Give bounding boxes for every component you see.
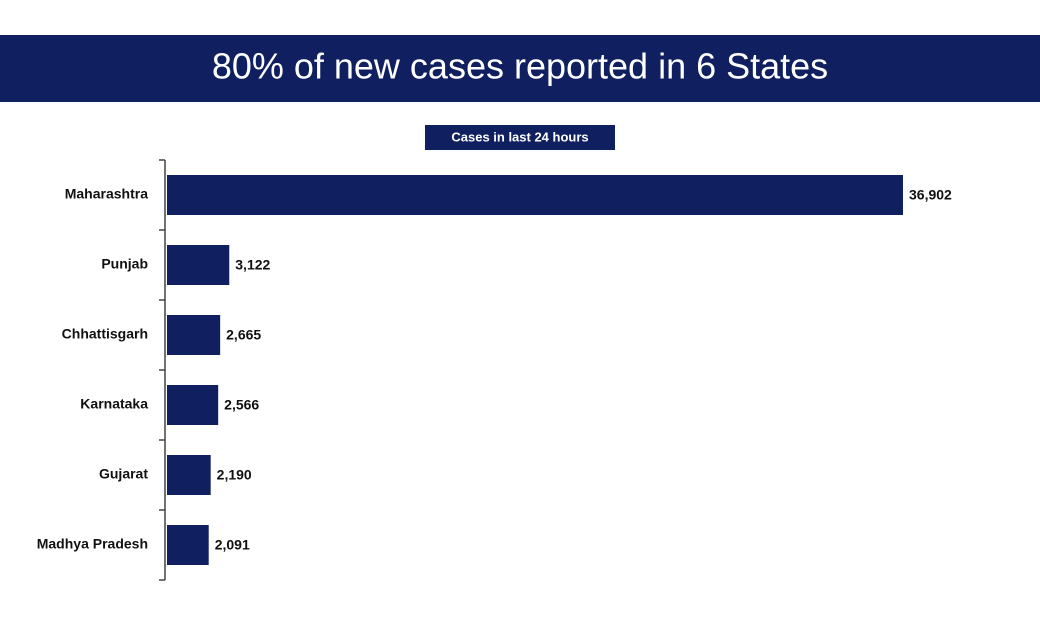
value-label: 3,122 — [235, 257, 270, 273]
bar — [167, 315, 221, 355]
category-label: Chhattisgarh — [62, 326, 148, 342]
category-label: Maharashtra — [65, 186, 148, 202]
value-label: 2,566 — [224, 397, 259, 413]
value-label: 36,902 — [909, 187, 952, 203]
bar — [167, 385, 219, 425]
category-label: Karnataka — [80, 396, 148, 412]
bar — [167, 175, 903, 215]
category-label: Madhya Pradesh — [37, 536, 148, 552]
value-label: 2,091 — [215, 537, 250, 553]
value-label: 2,190 — [217, 467, 252, 483]
chart-subtitle: Cases in last 24 hours — [451, 129, 588, 144]
title-banner — [0, 35, 1040, 102]
subtitle-box — [425, 125, 615, 150]
category-label: Punjab — [101, 256, 148, 272]
bar — [167, 525, 209, 565]
bar — [167, 245, 230, 285]
value-label: 2,665 — [226, 327, 261, 343]
chart-title: 80% of new cases reported in 6 States — [212, 46, 828, 87]
bar — [167, 455, 211, 495]
category-label: Gujarat — [99, 466, 148, 482]
